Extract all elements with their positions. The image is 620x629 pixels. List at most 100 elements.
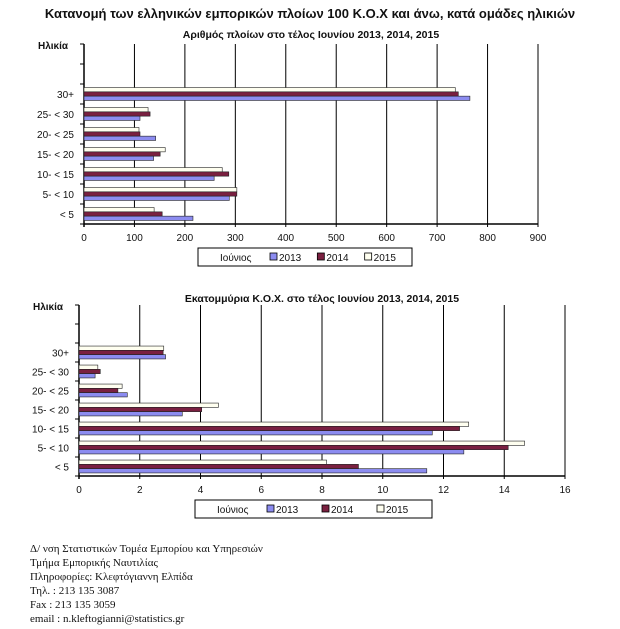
bar-2013 — [78, 430, 433, 436]
x-tick-label: 800 — [479, 233, 496, 244]
bar-2014 — [78, 388, 119, 393]
y-tick-label: 25- < 30 — [32, 368, 69, 379]
y-tick-label: < 5 — [60, 210, 75, 221]
footer-line: Δ/ νση Στατιστικών Τομέα Εμπορίου και Υπ… — [30, 543, 263, 555]
bar-2015 — [78, 459, 327, 465]
x-tick-label: 8 — [319, 485, 325, 496]
x-tick-label: 4 — [198, 485, 204, 496]
bar-2013 — [83, 135, 156, 141]
y-tick-label: 5- < 10 — [38, 444, 70, 455]
legend-swatch-2014 — [321, 504, 330, 513]
bar-2013 — [78, 373, 96, 379]
x-tick-label: 10 — [377, 485, 389, 496]
legend-swatch-2013 — [266, 504, 275, 513]
y-axis-label: Ηλικία — [33, 302, 64, 313]
x-tick-label: 300 — [227, 233, 244, 244]
bar-2014 — [78, 407, 203, 412]
bar-2015 — [83, 147, 166, 153]
legend-label: 2013 — [279, 253, 302, 264]
legend-swatch-2015 — [364, 252, 373, 261]
x-tick-label: 600 — [378, 233, 395, 244]
x-tick-label: 6 — [258, 485, 264, 496]
y-tick-label: < 5 — [55, 463, 70, 474]
bar-2015 — [83, 167, 223, 173]
bar-2015 — [83, 107, 149, 113]
bar-2014 — [78, 464, 359, 469]
bar-2013 — [83, 215, 194, 221]
y-tick-label: 30+ — [52, 349, 69, 360]
bar-2014 — [83, 91, 459, 97]
bar-2014 — [78, 426, 460, 431]
legend-label: 2014 — [331, 505, 354, 516]
bar-2014 — [78, 445, 509, 450]
bar-2014 — [83, 111, 151, 117]
legend-label: 2015 — [386, 505, 409, 516]
bar-2015 — [83, 87, 456, 93]
bar-2013 — [78, 392, 128, 398]
x-tick-label: 200 — [177, 233, 194, 244]
bar-2015 — [83, 187, 238, 193]
legend-swatch-2014 — [316, 252, 325, 261]
y-axis-label: Ηλικία — [38, 41, 69, 52]
legend-swatch-2015 — [376, 504, 385, 513]
footer-line: Τηλ. : 213 135 3087 — [30, 585, 120, 597]
y-tick-label: 15- < 20 — [32, 406, 69, 417]
y-tick-label: 20- < 25 — [37, 130, 74, 141]
bar-2014 — [83, 151, 161, 157]
bar-2015 — [78, 402, 219, 408]
bar-2015 — [83, 207, 155, 213]
legend-title: Ιούνιος — [220, 252, 252, 264]
x-tick-label: 900 — [530, 233, 547, 244]
y-tick-label: 5- < 10 — [43, 190, 75, 201]
bar-2014 — [83, 191, 238, 197]
bar-2014 — [83, 131, 141, 137]
bar-2015 — [78, 383, 123, 389]
bar-2014 — [83, 211, 163, 217]
y-tick-label: 25- < 30 — [37, 110, 74, 121]
x-tick-label: 14 — [499, 485, 511, 496]
chart-title: Αριθμός πλοίων στο τέλος Ιουνίου 2013, 2… — [183, 29, 440, 41]
legend-swatch-2013 — [269, 252, 278, 261]
legend-label: 2015 — [374, 253, 397, 264]
bar-2013 — [78, 411, 183, 417]
legend-title: Ιούνιος — [217, 504, 249, 516]
bar-2014 — [78, 350, 164, 355]
x-tick-label: 16 — [559, 485, 571, 496]
y-tick-label: 10- < 15 — [32, 425, 69, 436]
x-tick-label: 0 — [76, 485, 82, 496]
x-tick-label: 500 — [328, 233, 345, 244]
y-tick-label: 10- < 15 — [37, 170, 74, 181]
bar-2013 — [83, 155, 154, 161]
main-title: Κατανομή των ελληνικών εμπορικών πλοίων … — [44, 6, 576, 21]
bar-2014 — [78, 369, 101, 374]
bar-2013 — [83, 175, 215, 181]
bar-2013 — [83, 95, 471, 101]
footer-line: Τμήμα Εμπορικής Ναυτιλίας — [30, 557, 158, 569]
bar-2013 — [83, 115, 141, 121]
y-tick-label: 20- < 25 — [32, 387, 69, 398]
legend-box — [197, 247, 413, 267]
x-tick-label: 700 — [429, 233, 446, 244]
legend-label: 2014 — [326, 253, 349, 264]
bar-2015 — [83, 127, 140, 133]
bar-2013 — [78, 468, 428, 474]
y-tick-label: 30+ — [57, 90, 74, 101]
bar-2013 — [83, 195, 230, 201]
legend-label: 2013 — [276, 505, 299, 516]
chart-title: Εκατομμύρια Κ.Ο.Χ. στο τέλος Ιουνίου 201… — [185, 293, 459, 305]
bar-2013 — [78, 354, 166, 360]
x-tick-label: 0 — [81, 233, 87, 244]
footer-line: Πληροφορίες: Κλεφτόγιαννη Ελπίδα — [30, 571, 193, 583]
bar-2013 — [78, 449, 465, 455]
x-tick-label: 100 — [126, 233, 143, 244]
footer-line: Fax : 213 135 3059 — [30, 599, 116, 611]
x-tick-label: 12 — [438, 485, 450, 496]
bar-2015 — [78, 345, 165, 351]
x-tick-label: 2 — [137, 485, 143, 496]
bar-2015 — [78, 440, 525, 446]
legend-box — [194, 499, 433, 519]
footer-line: email : n.kleftogianni@statistics.gr — [30, 613, 185, 625]
y-tick-label: 15- < 20 — [37, 150, 74, 161]
bar-2015 — [78, 421, 470, 427]
